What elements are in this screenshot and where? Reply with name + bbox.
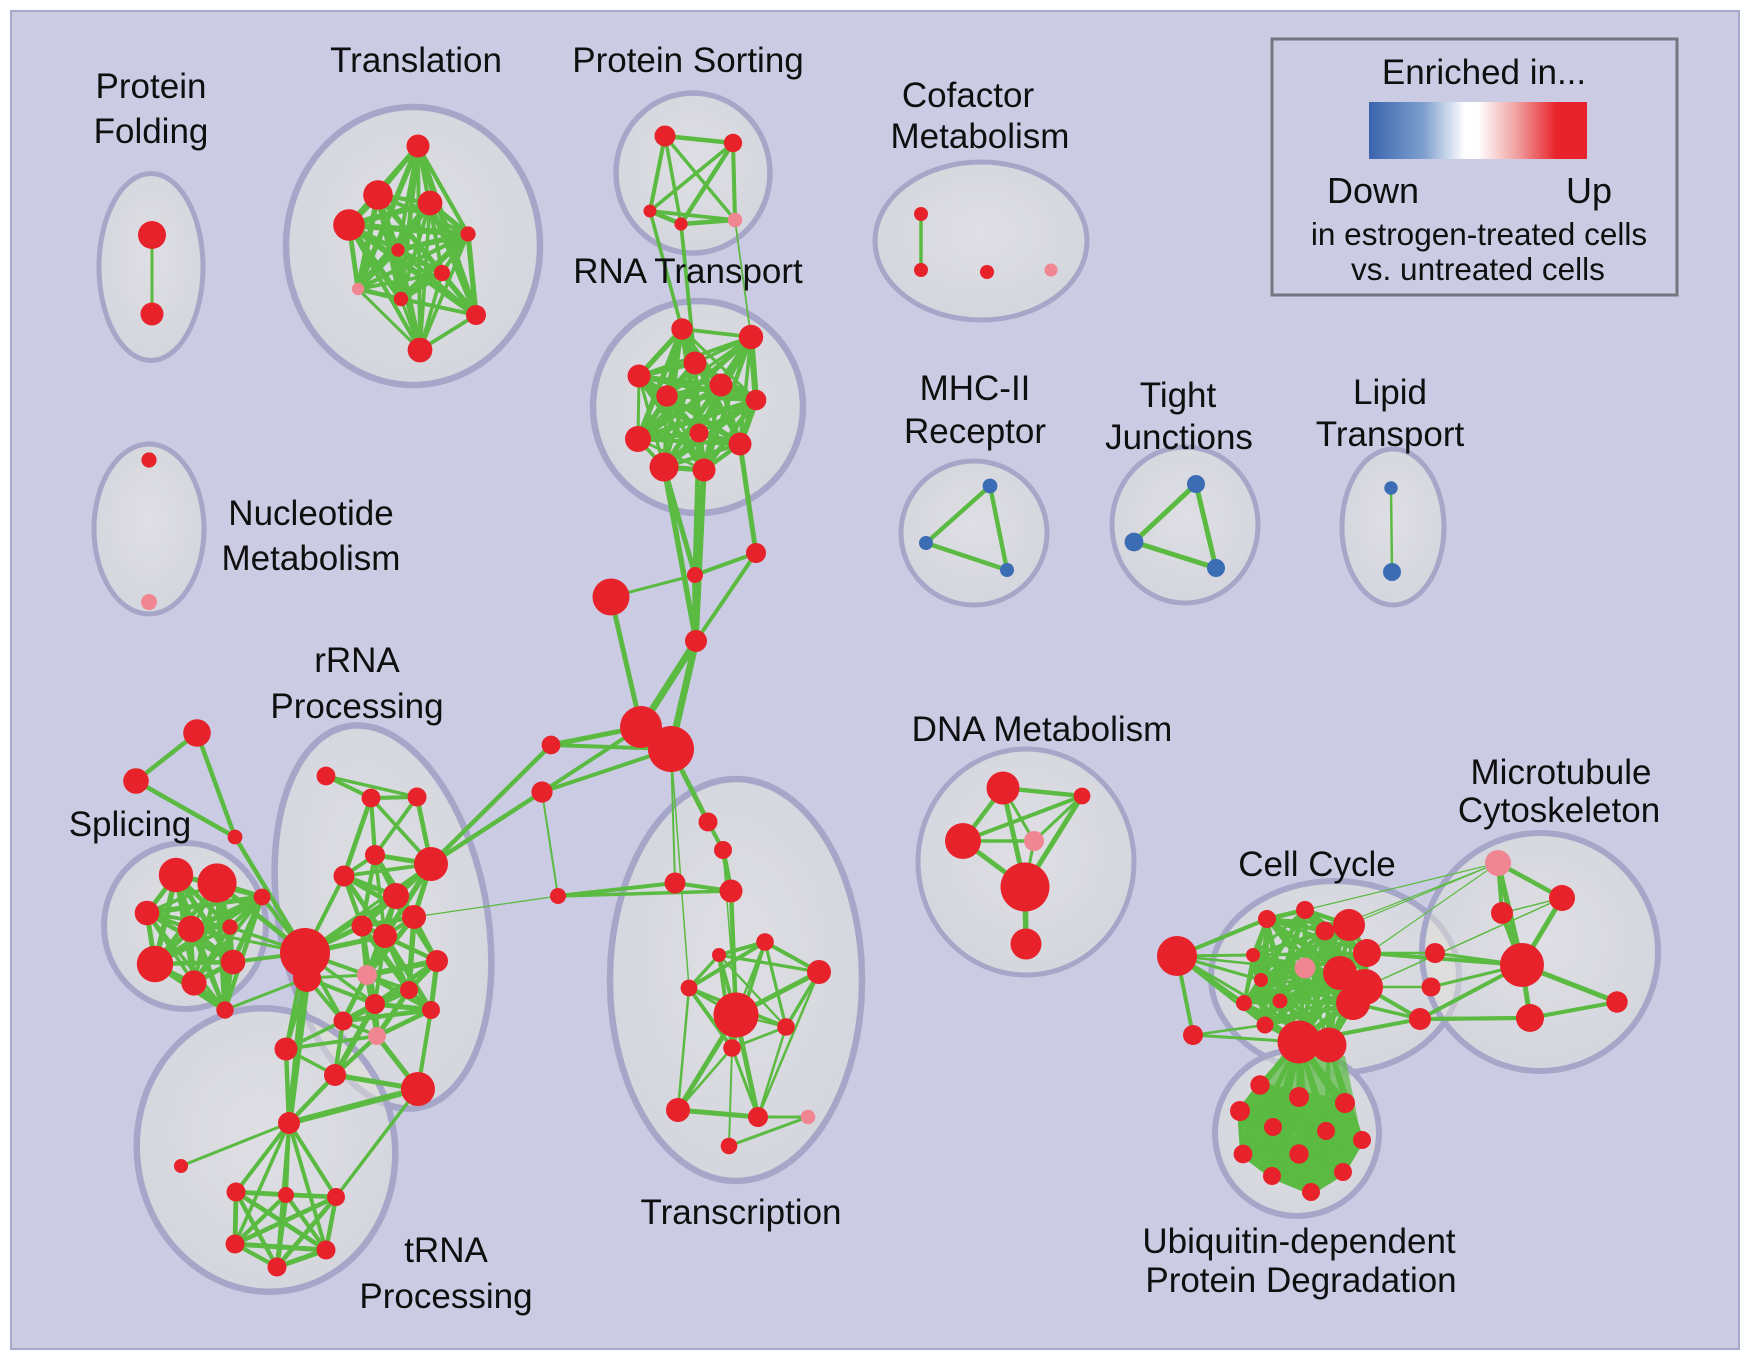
svg-text:vs. untreated cells: vs. untreated cells: [1351, 251, 1605, 287]
svg-text:Transport: Transport: [1316, 415, 1465, 454]
svg-text:Protein: Protein: [96, 67, 207, 106]
svg-text:Ubiquitin-dependent: Ubiquitin-dependent: [1142, 1222, 1456, 1261]
svg-text:Down: Down: [1327, 170, 1419, 211]
svg-text:Metabolism: Metabolism: [222, 539, 401, 578]
svg-text:MHC-II: MHC-II: [920, 369, 1031, 408]
svg-text:Processing: Processing: [359, 1277, 532, 1316]
svg-text:tRNA: tRNA: [404, 1231, 488, 1270]
svg-text:Processing: Processing: [270, 687, 443, 726]
svg-text:Cytoskeleton: Cytoskeleton: [1458, 791, 1660, 830]
svg-text:Nucleotide: Nucleotide: [228, 494, 393, 533]
svg-text:Protein Sorting: Protein Sorting: [572, 41, 804, 80]
svg-text:Cell Cycle: Cell Cycle: [1238, 845, 1396, 884]
svg-text:in estrogen-treated cells: in estrogen-treated cells: [1311, 216, 1647, 252]
svg-text:rRNA: rRNA: [314, 641, 400, 680]
svg-text:Splicing: Splicing: [69, 805, 192, 844]
svg-text:RNA Transport: RNA Transport: [573, 252, 803, 291]
svg-text:DNA Metabolism: DNA Metabolism: [912, 710, 1173, 749]
svg-text:Folding: Folding: [94, 112, 209, 151]
svg-text:Transcription: Transcription: [641, 1193, 842, 1232]
svg-text:Junctions: Junctions: [1105, 418, 1253, 457]
svg-text:Microtubule: Microtubule: [1471, 753, 1652, 792]
svg-text:Translation: Translation: [330, 41, 502, 80]
svg-text:Receptor: Receptor: [904, 412, 1046, 451]
svg-text:Lipid: Lipid: [1353, 373, 1427, 412]
svg-text:Protein Degradation: Protein Degradation: [1145, 1261, 1456, 1300]
svg-text:Tight: Tight: [1140, 376, 1217, 415]
svg-text:Enriched in...: Enriched in...: [1382, 53, 1586, 92]
svg-text:Cofactor: Cofactor: [902, 76, 1035, 115]
svg-text:Up: Up: [1566, 170, 1612, 211]
svg-text:Metabolism: Metabolism: [891, 117, 1070, 156]
